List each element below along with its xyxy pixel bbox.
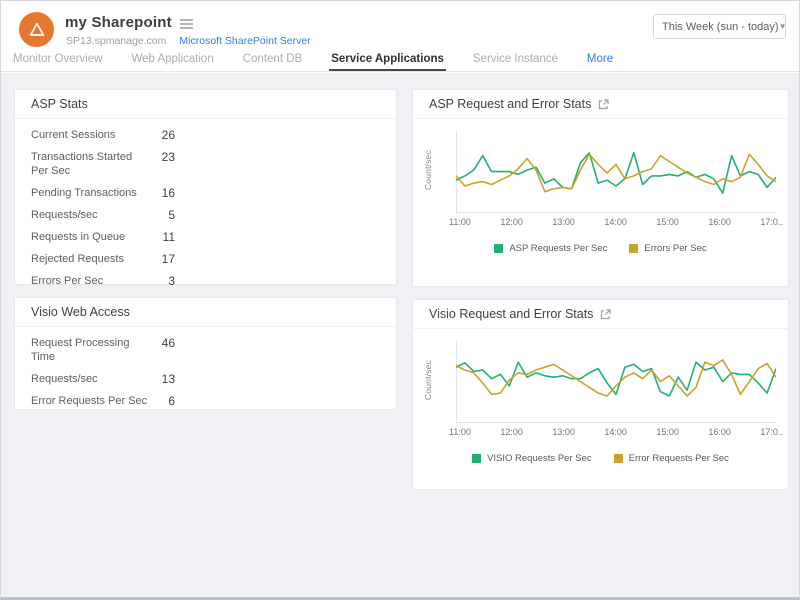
stat-row: Requests in Queue 11: [15, 226, 396, 248]
legend-item[interactable]: ASP Requests Per Sec: [494, 243, 607, 254]
stat-value: 5: [168, 208, 175, 222]
stat-value: 3: [168, 274, 175, 288]
stat-label: Requests/sec: [31, 209, 98, 221]
stat-label: Pending Transactions: [31, 187, 137, 199]
visio-chart: Count/sec 11:00 12:00 13:00 14:00 15:00 16:00…: [413, 341, 788, 464]
asp-stats-list: Current Sessions 26 Transactions Started P…: [15, 119, 396, 292]
time-period-dropdown[interactable]: This Week (sun - today) ▼: [653, 14, 786, 39]
legend-item[interactable]: VISIO Requests Per Sec: [472, 453, 592, 464]
app-header: my Sharepoint SP13.spmanage.com Microsof…: [1, 1, 799, 49]
stat-value: 13: [161, 372, 175, 386]
x-tick-label: 16:00: [708, 217, 731, 227]
tab-more[interactable]: More: [586, 53, 614, 65]
chevron-down-icon: ▼: [778, 22, 787, 31]
legend-label: VISIO Requests Per Sec: [487, 453, 592, 464]
visio-chart-legend: VISIO Requests Per Sec Error Requests Per…: [413, 453, 788, 464]
asp-chart: Count/sec 11:00 12:00 13:00 14:00 15:00 16:00…: [413, 131, 788, 254]
tab-service-instance[interactable]: Service Instance: [472, 53, 558, 65]
x-tick-label: 15:00: [656, 217, 679, 227]
y-axis-label: Count/sec: [423, 359, 433, 401]
stat-label: Request Processing Time: [31, 337, 130, 363]
visio-web-access-title: Visio Web Access: [15, 298, 396, 327]
stat-value: 16: [161, 186, 175, 200]
stat-value: 23: [161, 150, 175, 164]
stat-row: Pending Transactions 16: [15, 182, 396, 204]
legend-label: ASP Requests Per Sec: [509, 243, 608, 254]
stat-row: Error Requests Per Sec 6: [15, 390, 396, 412]
x-tick-label: 11:00: [449, 427, 471, 437]
dashboard-content: ASP Stats Current Sessions 26 Transactions…: [1, 73, 799, 597]
tab-content-db[interactable]: Content DB: [242, 53, 303, 65]
x-tick-label: 14:00: [604, 427, 627, 437]
time-period-value: This Week (sun - today): [662, 20, 779, 33]
stat-value: 11: [162, 230, 175, 244]
visio-web-access-panel: Visio Web Access Request Processing Time…: [14, 297, 397, 410]
stat-label: Rejected Requests: [31, 253, 124, 265]
stat-label: Requests in Queue: [31, 231, 126, 243]
monitor-hostname: SP13.spmanage.com: [66, 35, 167, 47]
tab-bar: Monitor Overview Web Application Content…: [1, 49, 799, 72]
asp-chart-legend: ASP Requests Per Sec Errors Per Sec: [413, 243, 788, 254]
stat-row: Request Processing Time 46: [15, 332, 396, 368]
legend-label: Error Requests Per Sec: [628, 453, 729, 464]
tab-service-applications[interactable]: Service Applications: [329, 49, 446, 71]
legend-item[interactable]: Errors Per Sec: [629, 243, 707, 254]
x-tick-label: 16:00: [708, 427, 731, 437]
x-tick-label: 11:00: [449, 217, 471, 227]
asp-stats-title: ASP Stats: [15, 90, 396, 119]
y-axis-label: Count/sec: [423, 149, 433, 191]
stat-value: 17: [161, 252, 175, 266]
legend-swatch-icon: [613, 454, 623, 463]
stat-row: Requests/sec 13: [15, 368, 396, 390]
monitor-status-icon: [19, 12, 54, 47]
x-axis-ticks: 11:00 12:00 13:00 14:00 15:00 16:00 17:0..: [449, 427, 783, 437]
page-title: my Sharepoint: [65, 14, 172, 31]
stat-value: 46: [161, 336, 175, 350]
x-tick-label: 17:0..: [760, 427, 783, 437]
legend-label: Errors Per Sec: [644, 243, 707, 254]
x-tick-label: 12:00: [500, 217, 523, 227]
stat-row: Transactions Started Per Sec 23: [15, 146, 396, 182]
stat-label: Transactions Started Per Sec: [31, 151, 133, 177]
x-tick-label: 17:0..: [760, 217, 783, 227]
open-in-new-icon[interactable]: [600, 309, 612, 320]
visio-chart-plot[interactable]: [455, 341, 777, 423]
asp-request-error-chart-panel: ASP Request and Error Stats Count/sec 11…: [412, 89, 789, 287]
stat-value: 26: [161, 128, 175, 142]
visio-request-error-chart-panel: Visio Request and Error Stats Count/sec …: [412, 299, 789, 490]
x-tick-label: 14:00: [604, 217, 627, 227]
stat-value: 6: [168, 394, 175, 408]
tab-web-application[interactable]: Web Application: [131, 53, 214, 65]
x-tick-label: 13:00: [552, 427, 575, 437]
legend-swatch-icon: [494, 244, 504, 253]
stat-row: Errors Per Sec 3: [15, 270, 396, 292]
legend-swatch-icon: [472, 454, 482, 463]
tab-monitor-overview[interactable]: Monitor Overview: [13, 53, 103, 65]
x-tick-label: 12:00: [500, 427, 523, 437]
asp-stats-panel: ASP Stats Current Sessions 26 Transactions…: [14, 89, 397, 288]
x-axis-ticks: 11:00 12:00 13:00 14:00 15:00 16:00 17:0..: [449, 217, 783, 227]
visio-web-access-list: Request Processing Time 46 Requests/sec 13 E…: [15, 327, 396, 412]
stat-label: Current Sessions: [31, 129, 116, 141]
stat-label: Requests/sec: [31, 373, 98, 385]
stat-row: Rejected Requests 17: [15, 248, 396, 270]
stat-label: Errors Per Sec: [31, 275, 104, 287]
x-tick-label: 15:00: [656, 427, 679, 437]
stat-row: Current Sessions 26: [15, 124, 396, 146]
asp-chart-title: ASP Request and Error Stats: [429, 97, 592, 111]
monitor-type-link[interactable]: Microsoft SharePoint Server: [179, 35, 311, 47]
stat-row: Requests/sec 5: [15, 204, 396, 226]
legend-swatch-icon: [629, 244, 639, 253]
open-in-new-icon[interactable]: [598, 99, 609, 110]
warning-triangle-icon: [29, 22, 44, 36]
asp-chart-plot[interactable]: [455, 131, 777, 213]
legend-item[interactable]: Error Requests Per Sec: [613, 453, 729, 464]
stat-label: Error Requests Per Sec: [31, 395, 148, 407]
x-tick-label: 13:00: [552, 217, 575, 227]
menu-icon[interactable]: [179, 18, 193, 29]
visio-chart-title: Visio Request and Error Stats: [429, 307, 594, 321]
